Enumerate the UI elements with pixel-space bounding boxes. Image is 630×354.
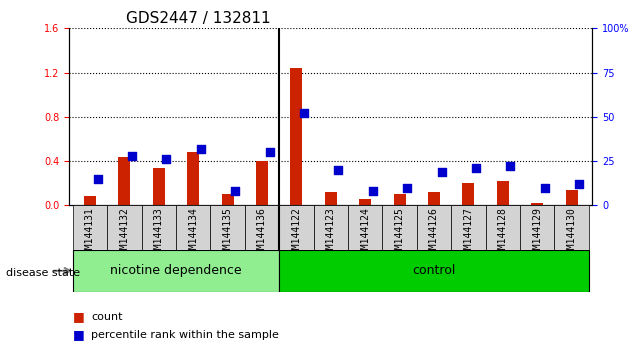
- Point: [402, 185, 412, 190]
- Point: [437, 169, 447, 175]
- Bar: [187, 152, 199, 205]
- Bar: [244, 205, 279, 250]
- Point: [299, 110, 309, 116]
- Bar: [531, 203, 543, 205]
- Point: [265, 149, 275, 155]
- Text: ■: ■: [72, 310, 84, 323]
- Bar: [142, 205, 176, 250]
- Bar: [428, 192, 440, 205]
- Text: nicotine dependence: nicotine dependence: [110, 264, 242, 277]
- Bar: [394, 194, 406, 205]
- Bar: [72, 205, 107, 250]
- Bar: [417, 205, 451, 250]
- Bar: [290, 68, 302, 205]
- Bar: [359, 199, 371, 205]
- Text: GSM144122: GSM144122: [291, 207, 301, 261]
- Point: [505, 164, 515, 169]
- Bar: [152, 168, 165, 205]
- Text: GSM144124: GSM144124: [360, 207, 370, 261]
- Point: [540, 185, 550, 190]
- Text: count: count: [91, 312, 123, 322]
- Bar: [566, 190, 578, 205]
- Text: GSM144127: GSM144127: [463, 207, 473, 261]
- Point: [368, 188, 378, 194]
- Text: GSM144129: GSM144129: [532, 207, 542, 261]
- Bar: [256, 161, 268, 205]
- Bar: [210, 205, 244, 250]
- Point: [575, 181, 585, 187]
- Bar: [84, 196, 96, 205]
- Bar: [520, 205, 554, 250]
- Bar: [176, 205, 210, 250]
- Bar: [451, 205, 486, 250]
- Text: ■: ■: [72, 328, 84, 341]
- Bar: [118, 156, 130, 205]
- Bar: [382, 205, 417, 250]
- Bar: [348, 205, 382, 250]
- Text: GSM144132: GSM144132: [119, 207, 129, 261]
- Text: GSM144125: GSM144125: [394, 207, 404, 261]
- Text: GSM144134: GSM144134: [188, 207, 198, 261]
- Text: disease state: disease state: [6, 268, 81, 278]
- Point: [333, 167, 343, 173]
- Text: GSM144130: GSM144130: [566, 207, 576, 261]
- Text: GSM144136: GSM144136: [257, 207, 267, 261]
- Bar: [314, 205, 348, 250]
- Bar: [279, 205, 314, 250]
- Text: control: control: [412, 264, 455, 277]
- Text: GSM144128: GSM144128: [498, 207, 508, 261]
- Text: percentile rank within the sample: percentile rank within the sample: [91, 330, 279, 339]
- Bar: [324, 192, 337, 205]
- Text: GSM144135: GSM144135: [222, 207, 232, 261]
- Bar: [222, 194, 234, 205]
- Point: [93, 176, 103, 182]
- Text: GDS2447 / 132811: GDS2447 / 132811: [126, 11, 271, 25]
- Text: GSM144133: GSM144133: [154, 207, 164, 261]
- Text: GSM144123: GSM144123: [326, 207, 336, 261]
- Bar: [554, 205, 589, 250]
- Point: [230, 188, 240, 194]
- Bar: [279, 250, 589, 292]
- Bar: [72, 250, 279, 292]
- Point: [471, 165, 481, 171]
- Text: GSM144131: GSM144131: [85, 207, 95, 261]
- Bar: [486, 205, 520, 250]
- Text: GSM144126: GSM144126: [429, 207, 439, 261]
- Bar: [462, 183, 474, 205]
- Point: [196, 146, 206, 152]
- Point: [161, 156, 171, 162]
- Bar: [496, 181, 509, 205]
- Bar: [107, 205, 142, 250]
- Point: [127, 153, 137, 159]
